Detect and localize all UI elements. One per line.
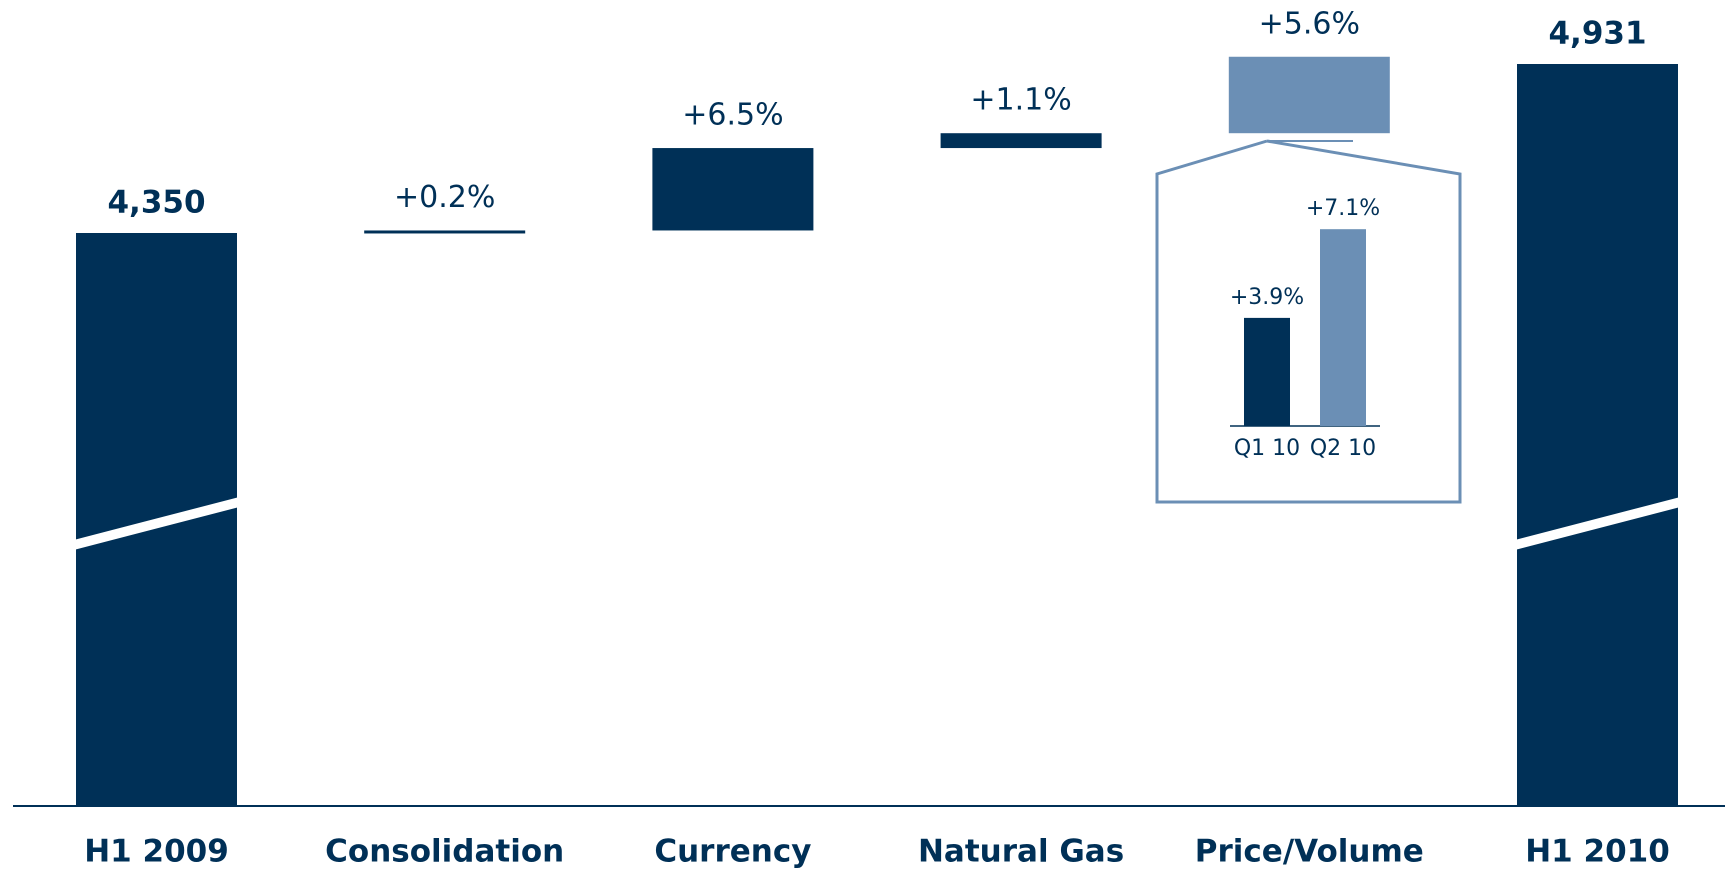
- x-tick-label: Natural Gas: [918, 834, 1124, 870]
- delta-bar: [652, 148, 814, 231]
- total-bar: [1517, 64, 1678, 806]
- inset-frame: [1155, 139, 1462, 504]
- inset-value-label: +3.9%: [1230, 285, 1304, 310]
- delta-bar: [1228, 56, 1390, 134]
- delta-bar: [364, 230, 526, 234]
- x-tick-label: Currency: [654, 834, 811, 870]
- inset-bar: [1320, 229, 1366, 426]
- x-tick-label: Price/Volume: [1195, 834, 1424, 870]
- delta-label: +1.1%: [970, 83, 1071, 118]
- delta-label: +6.5%: [682, 98, 783, 133]
- x-tick-label: H1 2010: [1525, 834, 1670, 870]
- inset-x-label: Q1 10: [1234, 436, 1300, 461]
- x-tick-label: H1 2009: [84, 834, 229, 870]
- axis-break: [1507, 495, 1688, 552]
- delta-bar: [940, 133, 1102, 149]
- axis-break: [66, 495, 247, 552]
- total-label: 4,931: [1548, 16, 1646, 52]
- x-tick-label: Consolidation: [325, 834, 564, 870]
- total-label: 4,350: [107, 185, 205, 221]
- inset-x-label: Q2 10: [1310, 436, 1376, 461]
- delta-label: +0.2%: [394, 180, 495, 215]
- inset-bar: [1244, 317, 1290, 426]
- inset-value-label: +7.1%: [1306, 196, 1380, 221]
- inset-connector: [1267, 140, 1353, 142]
- delta-label: +5.6%: [1259, 6, 1360, 41]
